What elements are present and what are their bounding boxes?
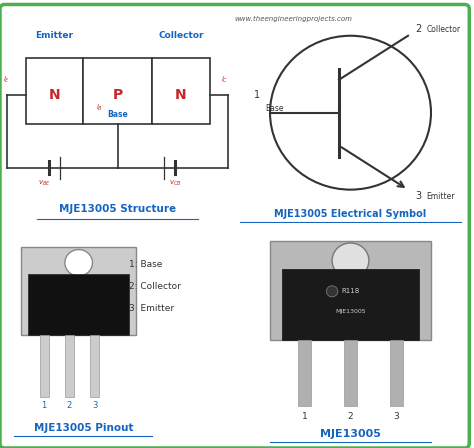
Bar	[390, 340, 403, 405]
Bar	[282, 269, 419, 340]
Text: Base: Base	[108, 110, 128, 120]
Text: 2: 2	[67, 401, 72, 410]
Circle shape	[270, 36, 431, 190]
Text: Collector: Collector	[158, 31, 204, 40]
Text: Emitter: Emitter	[427, 192, 455, 201]
Text: MJE13005 Structure: MJE13005 Structure	[59, 204, 176, 215]
Bar	[26, 58, 83, 124]
Text: 1: Base: 1: Base	[129, 260, 163, 269]
Bar	[90, 335, 100, 397]
Text: 3: 3	[92, 401, 98, 410]
Bar	[298, 340, 311, 405]
Circle shape	[327, 286, 338, 297]
Circle shape	[332, 243, 369, 278]
Bar	[344, 340, 357, 405]
Text: MJE13005 Pinout: MJE13005 Pinout	[34, 422, 133, 433]
Bar	[39, 335, 49, 397]
Bar	[270, 241, 431, 340]
Text: 2: 2	[415, 24, 421, 34]
Circle shape	[65, 250, 92, 276]
Text: 1: 1	[42, 401, 47, 410]
Text: $i_E$: $i_E$	[3, 75, 10, 85]
Text: N: N	[49, 88, 60, 102]
Text: P: P	[113, 88, 123, 102]
Text: R118: R118	[341, 289, 360, 294]
Text: 1: 1	[301, 412, 307, 421]
Text: $i_C$: $i_C$	[221, 75, 228, 85]
Bar	[83, 58, 152, 124]
Text: $v_{CB}$: $v_{CB}$	[169, 178, 182, 188]
Text: MJE13005 Electrical Symbol: MJE13005 Electrical Symbol	[274, 209, 427, 219]
Text: Base: Base	[265, 104, 284, 113]
Bar	[28, 274, 129, 335]
Text: 1: 1	[254, 90, 260, 100]
Text: $v_{BE}$: $v_{BE}$	[38, 178, 50, 188]
Text: MJE13005: MJE13005	[320, 429, 381, 439]
Text: Collector: Collector	[427, 25, 461, 34]
Text: 2: 2	[348, 412, 353, 421]
Bar	[21, 247, 136, 335]
Text: N: N	[175, 88, 187, 102]
Text: 3: 3	[393, 412, 400, 421]
Text: www.theengineeringprojects.com: www.theengineeringprojects.com	[235, 16, 353, 22]
Text: 3  Emitter: 3 Emitter	[129, 305, 174, 314]
Bar	[65, 335, 74, 397]
Text: $i_B$: $i_B$	[96, 103, 103, 113]
Text: 2: Collector: 2: Collector	[129, 282, 181, 292]
Text: MJE13005: MJE13005	[335, 309, 366, 314]
Bar	[152, 58, 210, 124]
Text: Emitter: Emitter	[36, 31, 73, 40]
Text: 3: 3	[415, 191, 421, 201]
